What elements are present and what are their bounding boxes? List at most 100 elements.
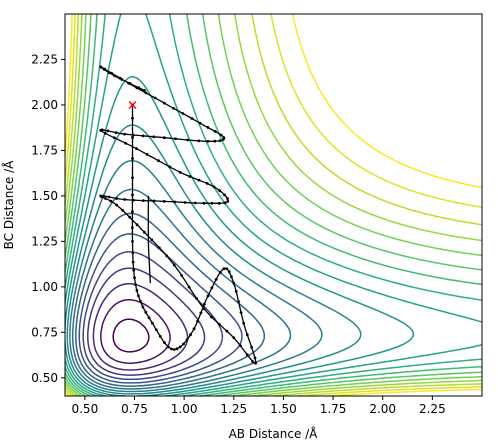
start-marker-layer bbox=[128, 100, 137, 109]
trajectory-point bbox=[237, 300, 241, 303]
trajectory-point bbox=[144, 91, 148, 95]
trajectory-point bbox=[223, 193, 226, 197]
trajectory-point bbox=[195, 297, 199, 300]
y-tick-label: 0.50 bbox=[31, 371, 58, 385]
trajectory-point bbox=[132, 268, 136, 272]
trajectory-point bbox=[131, 251, 135, 255]
y-tick-label: 1.75 bbox=[31, 143, 58, 157]
trajectory-point bbox=[254, 361, 257, 365]
contour-level-line bbox=[66, 124, 362, 395]
trajectory-point bbox=[253, 356, 257, 360]
trajectory-point bbox=[206, 126, 210, 129]
trajectory-point bbox=[212, 185, 216, 189]
trajectory-point bbox=[141, 134, 145, 138]
trajectory-point bbox=[174, 137, 178, 141]
trajectory-point bbox=[151, 321, 154, 325]
contour-level-line bbox=[82, 251, 224, 381]
trajectory-point bbox=[110, 71, 113, 75]
trajectory-point bbox=[206, 139, 210, 143]
trajectory-point bbox=[218, 271, 222, 274]
contour-lines bbox=[65, 14, 482, 396]
contour-level-line bbox=[65, 14, 482, 396]
trajectory-point bbox=[226, 200, 230, 203]
trajectory-layer bbox=[99, 65, 257, 365]
trajectory-point bbox=[162, 101, 166, 105]
trajectory-point bbox=[152, 135, 156, 139]
trajectory-point bbox=[227, 270, 231, 274]
trajectory-point bbox=[245, 333, 249, 337]
trajectory-point bbox=[131, 176, 134, 180]
trajectory-point bbox=[104, 197, 107, 200]
trajectory-point bbox=[196, 320, 199, 323]
x-axis-ticks: 0.50 0.75 1.00 1.25 1.50 1.75 2.00 2.25 bbox=[71, 396, 446, 416]
trajectory-point bbox=[175, 347, 179, 351]
trajectory-point bbox=[250, 345, 254, 349]
y-tick-label: 1.50 bbox=[31, 189, 58, 203]
trajectory-point bbox=[226, 197, 229, 201]
trajectory-point bbox=[143, 89, 146, 92]
trajectory-point bbox=[198, 121, 202, 125]
contour-level-line bbox=[100, 299, 171, 364]
trajectory-point bbox=[190, 117, 194, 120]
trajectory-point bbox=[225, 267, 229, 271]
trajectory-point bbox=[245, 353, 249, 357]
trajectory-point bbox=[222, 136, 226, 140]
trajectory-point bbox=[189, 333, 192, 337]
trajectory-point bbox=[131, 210, 134, 214]
trajectory-point bbox=[134, 283, 138, 286]
trajectory-point bbox=[121, 209, 125, 212]
trajectory-point bbox=[202, 201, 206, 205]
trajectory-point bbox=[123, 132, 126, 136]
trajectory-point bbox=[165, 254, 169, 258]
trajectory-point bbox=[192, 327, 196, 331]
trajectory-point bbox=[157, 246, 161, 250]
trajectory-point bbox=[131, 193, 134, 197]
trajectory-point bbox=[152, 199, 156, 203]
trajectory-point bbox=[172, 348, 176, 351]
trajectory-point bbox=[197, 139, 201, 143]
trajectory-point bbox=[239, 311, 243, 314]
contour-level-line bbox=[87, 267, 206, 376]
trajectory-point bbox=[218, 139, 222, 143]
contour-level-line bbox=[65, 14, 482, 396]
contour-level-line bbox=[65, 14, 482, 396]
trajectory-spike bbox=[147, 195, 152, 284]
trajectory-point bbox=[210, 315, 214, 319]
trajectory-point bbox=[128, 215, 132, 219]
start-marker-stroke bbox=[128, 100, 137, 109]
trajectory-point bbox=[182, 342, 185, 346]
y-tick-label: 1.00 bbox=[31, 280, 58, 294]
trajectory-point bbox=[217, 201, 221, 205]
trajectory-point bbox=[103, 131, 107, 135]
trajectory-point bbox=[213, 139, 217, 143]
trajectory-point bbox=[131, 240, 134, 243]
trajectory-point bbox=[113, 136, 116, 140]
x-tick-label: 1.00 bbox=[171, 402, 198, 416]
trajectory-point bbox=[173, 200, 177, 204]
trajectory-point bbox=[123, 198, 126, 201]
trajectory-point bbox=[222, 267, 226, 271]
trajectory-point bbox=[131, 226, 134, 230]
trajectory-point bbox=[210, 201, 214, 205]
trajectory-point bbox=[109, 199, 113, 203]
contour-level-line bbox=[65, 14, 482, 396]
trajectory-point bbox=[131, 116, 134, 120]
trajectory-point bbox=[102, 194, 105, 198]
trajectory-point bbox=[219, 133, 223, 137]
trajectory-point bbox=[178, 170, 182, 174]
trajectory-point bbox=[172, 263, 176, 267]
contour-level-line bbox=[65, 14, 482, 396]
trajectory-point bbox=[197, 178, 201, 182]
trajectory-point bbox=[131, 136, 134, 139]
trajectory-point bbox=[131, 133, 135, 137]
x-tick-label: 0.50 bbox=[71, 402, 98, 416]
trajectory-point bbox=[225, 329, 229, 333]
x-tick-label: 2.00 bbox=[369, 402, 396, 416]
trajectory-point bbox=[170, 347, 173, 351]
trajectory-point bbox=[223, 201, 227, 205]
contour-level-line bbox=[75, 212, 266, 387]
trajectory-point bbox=[214, 278, 218, 281]
trajectory-point bbox=[199, 311, 203, 315]
